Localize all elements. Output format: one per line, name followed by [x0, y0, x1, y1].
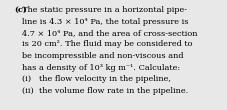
Text: (i)   the flow velocity in the pipeline,: (i) the flow velocity in the pipeline, — [21, 75, 170, 83]
Text: (ii)  the volume flow rate in the pipeline.: (ii) the volume flow rate in the pipelin… — [21, 86, 187, 94]
Text: is 20 cm². The fluid may be considered to: is 20 cm². The fluid may be considered t… — [21, 40, 191, 49]
Text: (c): (c) — [14, 6, 27, 14]
Text: has a density of 10³ kg m⁻¹. Calculate:: has a density of 10³ kg m⁻¹. Calculate: — [21, 63, 179, 72]
Text: line is 4.3 × 10⁴ Pa, the total pressure is: line is 4.3 × 10⁴ Pa, the total pressure… — [21, 17, 187, 26]
Text: be incompressible and non-viscous and: be incompressible and non-viscous and — [21, 52, 182, 60]
Text: The static pressure in a horizontal pipe-: The static pressure in a horizontal pipe… — [21, 6, 186, 14]
Text: 4.7 × 10⁴ Pa, and the area of cross-section: 4.7 × 10⁴ Pa, and the area of cross-sect… — [21, 29, 196, 37]
